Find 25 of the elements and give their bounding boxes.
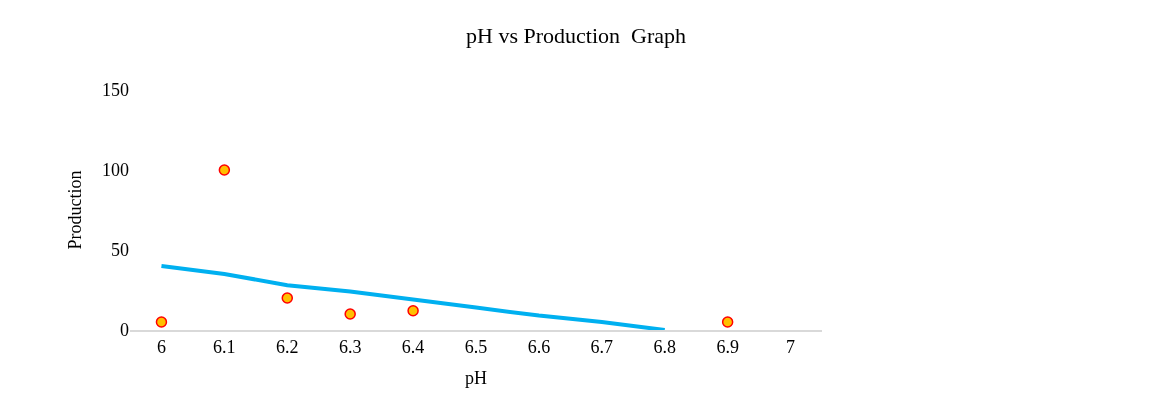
y-tick-label: 150 [102,80,129,101]
point [407,305,419,317]
point [155,316,168,328]
point [721,316,734,328]
x-tick-label: 6.8 [653,337,676,358]
line-series [159,264,667,330]
y-tick-label: 100 [102,160,129,181]
x-tick-label: 6.2 [276,337,299,358]
x-tick-label: 6.6 [527,337,551,358]
y-axis-title: Production [65,170,86,250]
x-tick-label: 7 [786,337,796,358]
x-axis-title: pH [465,367,487,388]
point [281,292,294,304]
x-tick-label: 6.9 [716,337,739,358]
x-tick-label: 6.7 [590,337,614,358]
chart-title: pH vs Production Graph [466,23,686,49]
x-tick-label: 6.5 [464,337,488,358]
y-tick-label: 0 [120,320,129,341]
y-tick-label: 50 [111,240,129,261]
x-tick-label: 6 [156,337,166,358]
point [344,308,356,320]
x-tick-label: 6.4 [401,337,425,358]
point [218,164,231,176]
x-tick-label: 6.1 [213,337,236,358]
x-tick-label: 6.3 [338,337,362,358]
